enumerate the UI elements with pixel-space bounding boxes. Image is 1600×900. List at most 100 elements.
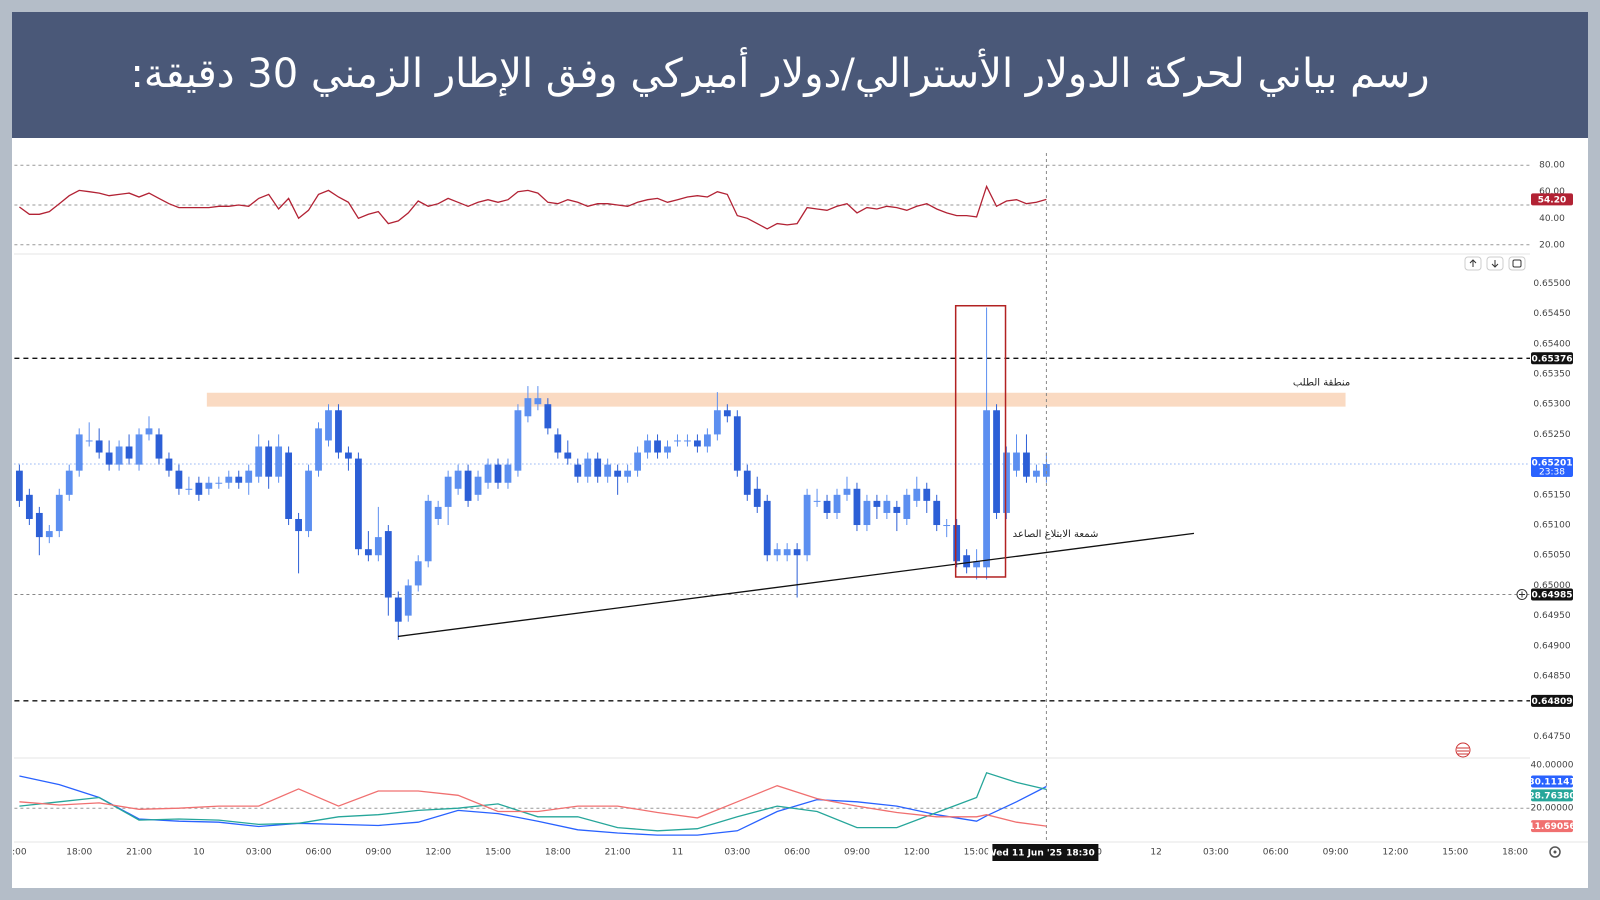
candle-body — [923, 488, 931, 501]
candle-body — [753, 488, 761, 507]
candle-body — [464, 470, 472, 501]
candle-body — [85, 440, 93, 442]
x-tick-label: 15:00 — [485, 848, 511, 858]
y-tick-label: 0.65100 — [1533, 521, 1570, 531]
candle-body — [444, 476, 452, 507]
x-tick-label: 03:00 — [1203, 848, 1229, 858]
candle-body — [833, 494, 841, 513]
candle-body — [773, 549, 781, 556]
candle-body — [364, 549, 372, 556]
candle-body — [434, 506, 442, 519]
candle-body — [554, 434, 562, 453]
candle-body — [315, 428, 322, 471]
flag-icon — [1455, 742, 1471, 758]
indicator-value-label-box — [1531, 820, 1573, 833]
y-tick-label: 0.65300 — [1533, 400, 1570, 410]
x-tick-label: 18:00 — [66, 848, 92, 858]
candle-body — [185, 488, 193, 490]
y-tick-label: 0.64850 — [1533, 672, 1570, 682]
settings-icon-center — [1553, 850, 1557, 854]
candle-body — [404, 585, 412, 616]
header-bar — [12, 12, 1588, 138]
x-tick-label: 21:00 — [605, 848, 631, 858]
candle-body — [594, 458, 602, 477]
candle-body — [544, 404, 552, 429]
candle-body — [374, 537, 382, 556]
candle-body — [285, 452, 293, 519]
candle-body — [325, 410, 332, 441]
indicator-line — [19, 771, 1047, 832]
engulfing-label: شمعة الابتلاع الصاعد — [1013, 529, 1099, 540]
y-tick-label: 80.00 — [1539, 161, 1565, 171]
candle-body — [913, 488, 921, 501]
x-tick-label: 10 — [193, 848, 205, 858]
toolbar[interactable] — [1464, 256, 1526, 271]
candle-body — [763, 500, 771, 556]
y-tick-label: 20.00000 — [1531, 804, 1574, 814]
candle-body — [15, 470, 23, 501]
indicator-value-label: 54.20 — [1538, 195, 1566, 205]
candle-body — [1033, 470, 1040, 477]
x-tick-label: 12 — [1150, 848, 1161, 858]
x-tick-label: 03:00 — [246, 848, 272, 858]
crosshair-time: 18:30 — [1066, 849, 1095, 859]
up-icon — [1469, 259, 1477, 267]
x-tick-label: 06:00 — [1263, 848, 1289, 858]
y-tick-label: 0.65450 — [1533, 309, 1570, 319]
candle-body — [963, 555, 971, 568]
candle-body — [634, 452, 641, 471]
candle-body — [255, 446, 263, 477]
candle-body — [95, 440, 103, 453]
candle-body — [903, 494, 911, 519]
candle-body — [1023, 452, 1030, 477]
candle-body — [45, 531, 53, 538]
y-tick-label: 40.00000 — [1531, 761, 1574, 771]
price-label: 0.65201 — [1532, 459, 1573, 469]
candle-body — [215, 482, 223, 484]
candle-body — [783, 549, 791, 556]
candle-body — [614, 470, 622, 477]
candle-body — [853, 488, 861, 526]
candle-body — [355, 458, 362, 550]
candle-body — [973, 561, 981, 568]
candle-body — [684, 440, 691, 442]
level-label: 0.65376 — [1532, 354, 1573, 364]
indicator-value-label: 11.69056 — [1528, 822, 1575, 832]
x-tick-label: 11 — [672, 848, 683, 858]
chart-area — [12, 138, 1588, 888]
candle-body — [803, 494, 811, 556]
y-tick-label: 0.64950 — [1533, 611, 1570, 621]
candle-body — [275, 446, 283, 477]
indicator-value-label-box — [1531, 193, 1573, 206]
crosshair-date: Wed 11 Jun '25 — [987, 849, 1063, 859]
x-tick-label: 21:00 — [126, 848, 152, 858]
y-tick-label: 0.65050 — [1533, 551, 1570, 561]
settings-icon[interactable] — [1549, 846, 1561, 858]
candle-body — [345, 452, 352, 459]
candle-body — [604, 464, 612, 477]
candle-body — [993, 410, 1000, 513]
indicator-line — [19, 184, 1047, 230]
candle-body — [813, 500, 821, 502]
candle-body — [534, 398, 542, 405]
candle-body — [155, 434, 163, 459]
reset-button[interactable] — [1508, 256, 1526, 271]
y-tick-label: 0.65500 — [1533, 279, 1570, 289]
candle-body — [454, 470, 462, 489]
crosshair-plus-icon — [1519, 591, 1525, 598]
candle-body — [245, 470, 253, 483]
candle-body — [694, 440, 701, 447]
x-tick-label: 15:00 — [1442, 848, 1468, 858]
candle-body — [135, 434, 143, 465]
y-tick-label: 0.65150 — [1533, 490, 1570, 500]
candle-body — [1003, 452, 1010, 513]
candle-body — [305, 470, 312, 532]
candle-body — [743, 470, 751, 495]
candle-body — [514, 410, 522, 471]
candle-body — [55, 494, 63, 532]
x-tick-label: 12:00 — [1382, 848, 1408, 858]
y-tick-label: 0.65250 — [1533, 430, 1570, 440]
y-tick-label: 0.64900 — [1533, 641, 1570, 651]
candle-body — [115, 446, 123, 465]
candle-body — [574, 464, 582, 477]
